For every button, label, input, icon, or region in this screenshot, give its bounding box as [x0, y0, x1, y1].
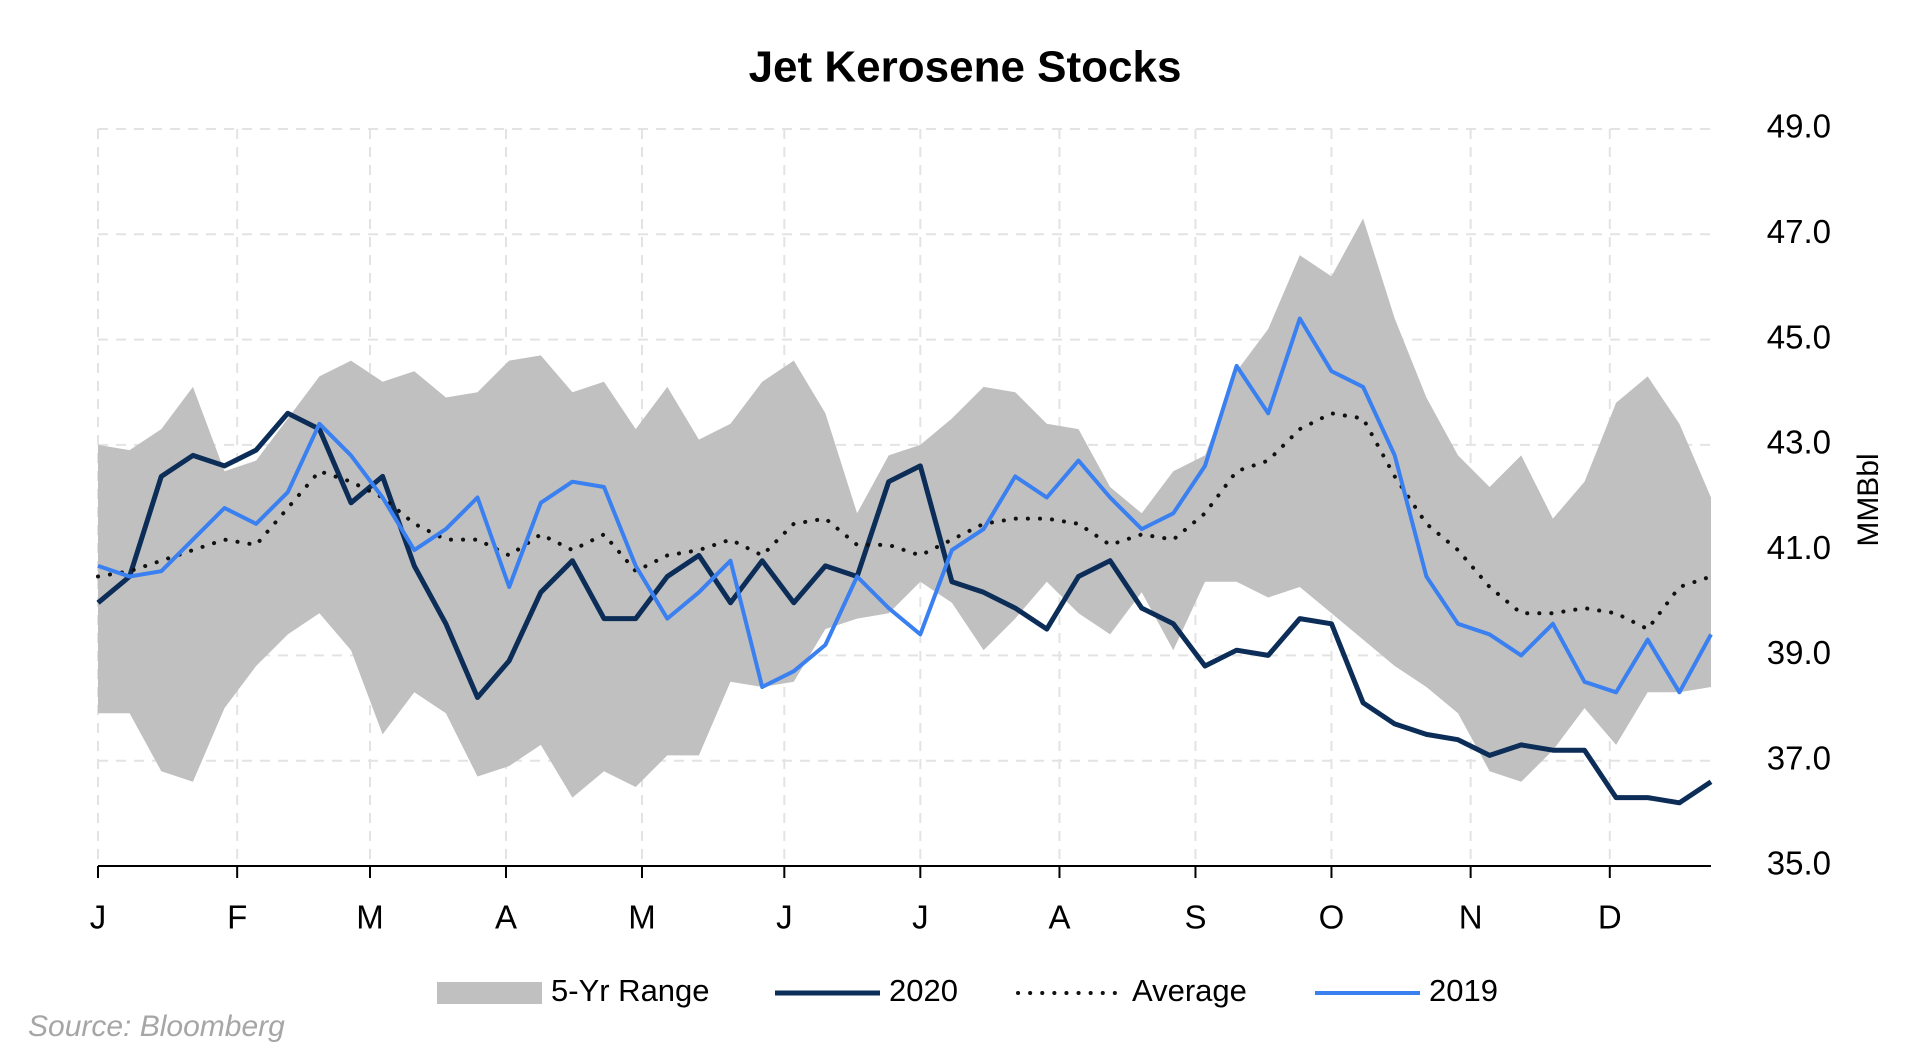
x-tick-label: M: [356, 899, 384, 936]
y-tick-label: 37.0: [1767, 739, 1831, 776]
x-tick-label: O: [1319, 899, 1345, 936]
source-note: Source: Bloomberg: [28, 1010, 285, 1043]
x-tick-label: A: [1048, 899, 1070, 936]
y-tick-label: 47.0: [1767, 213, 1831, 250]
x-tick-label: J: [776, 899, 793, 936]
x-tick-label: M: [628, 899, 656, 936]
legend-label: 2020: [889, 973, 958, 1008]
series-line: [96, 411, 1713, 632]
legend-label: 2019: [1429, 973, 1498, 1008]
range-area: [98, 218, 1711, 798]
y-tick-label: 45.0: [1767, 318, 1831, 355]
y-tick-label: 43.0: [1767, 424, 1831, 461]
x-tick-label: D: [1598, 899, 1622, 936]
legend-swatch: [437, 982, 542, 1004]
x-tick-label: F: [227, 899, 247, 936]
legend-label: Average: [1132, 973, 1247, 1008]
series-line: [97, 316, 1713, 695]
series-layer: [96, 218, 1713, 806]
chart-title: Jet Kerosene Stocks: [749, 43, 1182, 92]
y-tick-label: 49.0: [1767, 108, 1831, 145]
x-tick-label: A: [495, 899, 517, 936]
y-tick-label: 39.0: [1767, 634, 1831, 671]
y-axis-label: MMBbl: [1852, 453, 1885, 546]
x-tick-label: J: [912, 899, 929, 936]
legend-label: 5-Yr Range: [551, 973, 710, 1008]
x-tick-label: J: [90, 899, 107, 936]
y-tick-label: 35.0: [1767, 845, 1831, 882]
x-tick-label: N: [1459, 899, 1483, 936]
x-tick-label: S: [1184, 899, 1206, 936]
series-line: [96, 410, 1713, 806]
y-tick-label: 41.0: [1767, 529, 1831, 566]
